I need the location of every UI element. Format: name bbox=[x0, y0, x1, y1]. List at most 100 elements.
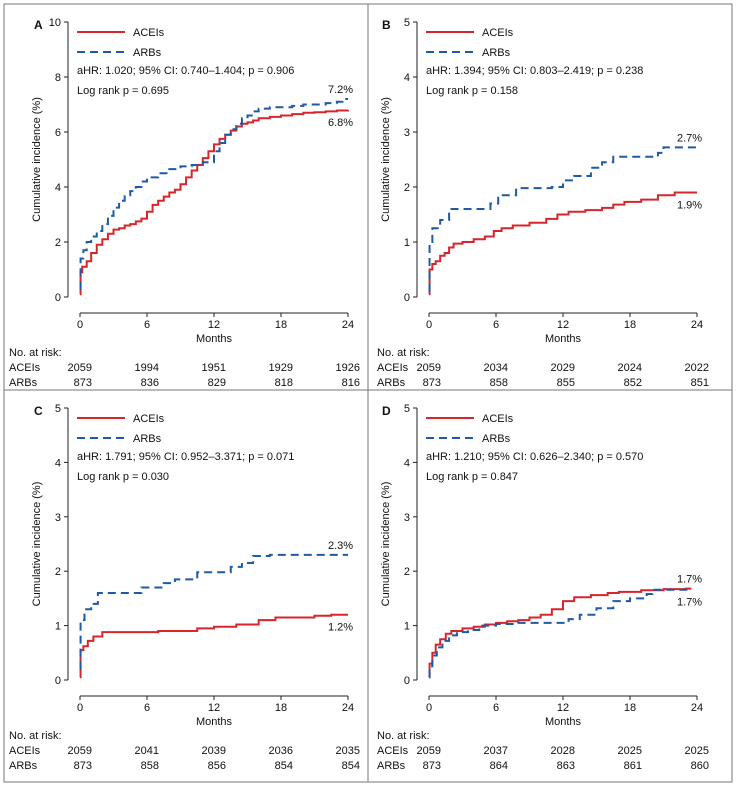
panel-b-stat-line: aHR: 1.394; 95% CI: 0.803–2.419; p = 0.2… bbox=[426, 65, 643, 77]
panel-d-risk-cell: 2028 bbox=[551, 745, 575, 757]
panel-a-y-tick-label: 4 bbox=[55, 182, 61, 194]
panel-b-risk-cell: 852 bbox=[624, 377, 642, 389]
panel-d-risk-cell: 2037 bbox=[484, 745, 508, 757]
panel-a-y-axis-label: Cumulative incidence (%) bbox=[31, 97, 43, 222]
panel-c-risk-cell: 854 bbox=[275, 760, 293, 772]
panel-b-risk-cell: 2059 bbox=[417, 362, 441, 374]
panel-d-stat-line: aHR: 1.210; 95% CI: 0.626–2.340; p = 0.5… bbox=[426, 451, 643, 463]
panel-b-risk-cell: 873 bbox=[423, 377, 441, 389]
panel-a-x-tick-label: 18 bbox=[275, 319, 287, 331]
panel-a-legend-arb-label: ARBs bbox=[133, 47, 162, 59]
panel-b-risk-row-label: ACEIs bbox=[377, 362, 409, 374]
panel-c-y-tick-label: 1 bbox=[55, 621, 61, 633]
panel-d-letter: D bbox=[382, 404, 391, 418]
panel-c-risk-cell: 854 bbox=[342, 760, 360, 772]
panel-c-legend-arb-label: ARBs bbox=[133, 433, 162, 445]
panel-a-letter: A bbox=[34, 18, 43, 32]
panel-b-x-tick-label: 12 bbox=[557, 319, 569, 331]
panel-b-risk-cell: 858 bbox=[490, 377, 508, 389]
panel-a-risk-cell: 1994 bbox=[135, 362, 159, 374]
panel-b-y-tick-label: 2 bbox=[404, 182, 410, 194]
panel-a-series-arb-line bbox=[79, 98, 348, 290]
panel-d-y-axis-label: Cumulative incidence (%) bbox=[380, 482, 392, 607]
panel-a-x-tick-label: 24 bbox=[342, 319, 354, 331]
panel-b-end-label-arb: 2.7% bbox=[677, 132, 702, 144]
panel-b-x-axis-label: Months bbox=[545, 333, 582, 345]
panel-b-series-acei-line bbox=[428, 191, 697, 296]
panel-d-y-tick-label: 0 bbox=[404, 675, 410, 687]
panel-c-stat-line: aHR: 1.791; 95% CI: 0.952–3.371; p = 0.0… bbox=[77, 451, 294, 463]
panel-d-series-arb-line bbox=[428, 588, 692, 679]
panel-a-risk-cell: 1926 bbox=[336, 362, 360, 374]
panel-a-risk-cell: 1951 bbox=[202, 362, 226, 374]
panel-c-risk-cell: 2041 bbox=[135, 745, 159, 757]
panel-b-x-tick-label: 24 bbox=[691, 319, 703, 331]
panel-c-series-arb-line bbox=[79, 553, 348, 671]
panel-a-risk-cell: 816 bbox=[342, 377, 360, 389]
panel-d-end-label-acei: 1.7% bbox=[677, 574, 702, 586]
panel-c-y-tick-label: 3 bbox=[55, 512, 61, 524]
panel-a-end-label-acei: 6.8% bbox=[328, 117, 353, 129]
panel-d-x-tick-label: 24 bbox=[691, 702, 703, 714]
panel-c-x-axis-label: Months bbox=[196, 716, 233, 728]
panel-b-letter: B bbox=[382, 18, 391, 32]
panel-d-risk-cell: 2025 bbox=[685, 745, 709, 757]
panel-c-y-tick-label: 4 bbox=[55, 457, 61, 469]
panel-b-legend-acei-label: ACEIs bbox=[482, 27, 514, 39]
panel-a-y-tick-label: 10 bbox=[49, 17, 61, 29]
panel-a-series-acei-line bbox=[79, 109, 349, 296]
panel-a-risk-cell: 2059 bbox=[68, 362, 92, 374]
panel-a-risk-title: No. at risk: bbox=[9, 347, 62, 359]
panel-d-y-tick-label: 4 bbox=[404, 457, 410, 469]
panel-d-x-tick-label: 12 bbox=[557, 702, 569, 714]
panel-c-series-acei-line bbox=[79, 613, 348, 679]
panel-a-x-tick-label: 6 bbox=[144, 319, 150, 331]
panel-b-risk-cell: 2029 bbox=[551, 362, 575, 374]
panel-c-risk-cell: 2039 bbox=[202, 745, 226, 757]
panel-d-risk-row-label: ACEIs bbox=[377, 745, 409, 757]
panel-d-risk-cell: 864 bbox=[490, 760, 508, 772]
panel-c-x-tick-label: 0 bbox=[77, 702, 83, 714]
panel-a-risk-row-label: ACEIs bbox=[9, 362, 41, 374]
panel-b-y-tick-label: 1 bbox=[404, 237, 410, 249]
panel-c-y-tick-label: 5 bbox=[55, 403, 61, 415]
panel-b-risk-cell: 2022 bbox=[685, 362, 709, 374]
panel-b-x-tick-label: 0 bbox=[426, 319, 432, 331]
panel-a-risk-cell: 873 bbox=[74, 377, 92, 389]
panel-a-y-tick-label: 8 bbox=[55, 72, 61, 84]
panel-c-y-tick-label: 0 bbox=[55, 675, 61, 687]
panel-b-stat-line: Log rank p = 0.158 bbox=[426, 85, 518, 97]
panel-c-risk-row-label: ACEIs bbox=[9, 745, 41, 757]
panel-d-legend-acei-label: ACEIs bbox=[482, 413, 514, 425]
panel-c-letter: C bbox=[34, 404, 43, 418]
panel-c-y-tick-label: 2 bbox=[55, 566, 61, 578]
panel-b-y-tick-label: 0 bbox=[404, 292, 410, 304]
panel-a-x-axis-label: Months bbox=[196, 333, 233, 345]
panel-a-stat-line: aHR: 1.020; 95% CI: 0.740–1.404; p = 0.9… bbox=[77, 65, 294, 77]
panel-b-risk-cell: 855 bbox=[557, 377, 575, 389]
panel-b-series-arb-line bbox=[428, 146, 697, 293]
panel-c-risk-cell: 873 bbox=[74, 760, 92, 772]
panel-b-risk-row-label: ARBs bbox=[377, 377, 406, 389]
panel-d-x-tick-label: 18 bbox=[624, 702, 636, 714]
panel-d-x-tick-label: 0 bbox=[426, 702, 432, 714]
panel-a-end-label-arb: 7.2% bbox=[328, 84, 353, 96]
panel-c-x-tick-label: 24 bbox=[342, 702, 354, 714]
panel-d-risk-title: No. at risk: bbox=[377, 730, 430, 742]
panel-a-risk-row-label: ARBs bbox=[9, 377, 38, 389]
panel-c-risk-row-label: ARBs bbox=[9, 760, 38, 772]
panel-b-risk-title: No. at risk: bbox=[377, 347, 430, 359]
panel-c-end-label-acei: 1.2% bbox=[328, 622, 353, 634]
panel-c-risk-cell: 2059 bbox=[68, 745, 92, 757]
panel-d-risk-cell: 2025 bbox=[618, 745, 642, 757]
panel-d-end-label-arb: 1.7% bbox=[677, 597, 702, 609]
panel-c-risk-cell: 2036 bbox=[269, 745, 293, 757]
panel-b-risk-cell: 2034 bbox=[484, 362, 508, 374]
panel-d-risk-cell: 863 bbox=[557, 760, 575, 772]
panel-a-y-tick-label: 6 bbox=[55, 127, 61, 139]
panel-a-x-tick-label: 12 bbox=[208, 319, 220, 331]
panel-d-stat-line: Log rank p = 0.847 bbox=[426, 471, 518, 483]
